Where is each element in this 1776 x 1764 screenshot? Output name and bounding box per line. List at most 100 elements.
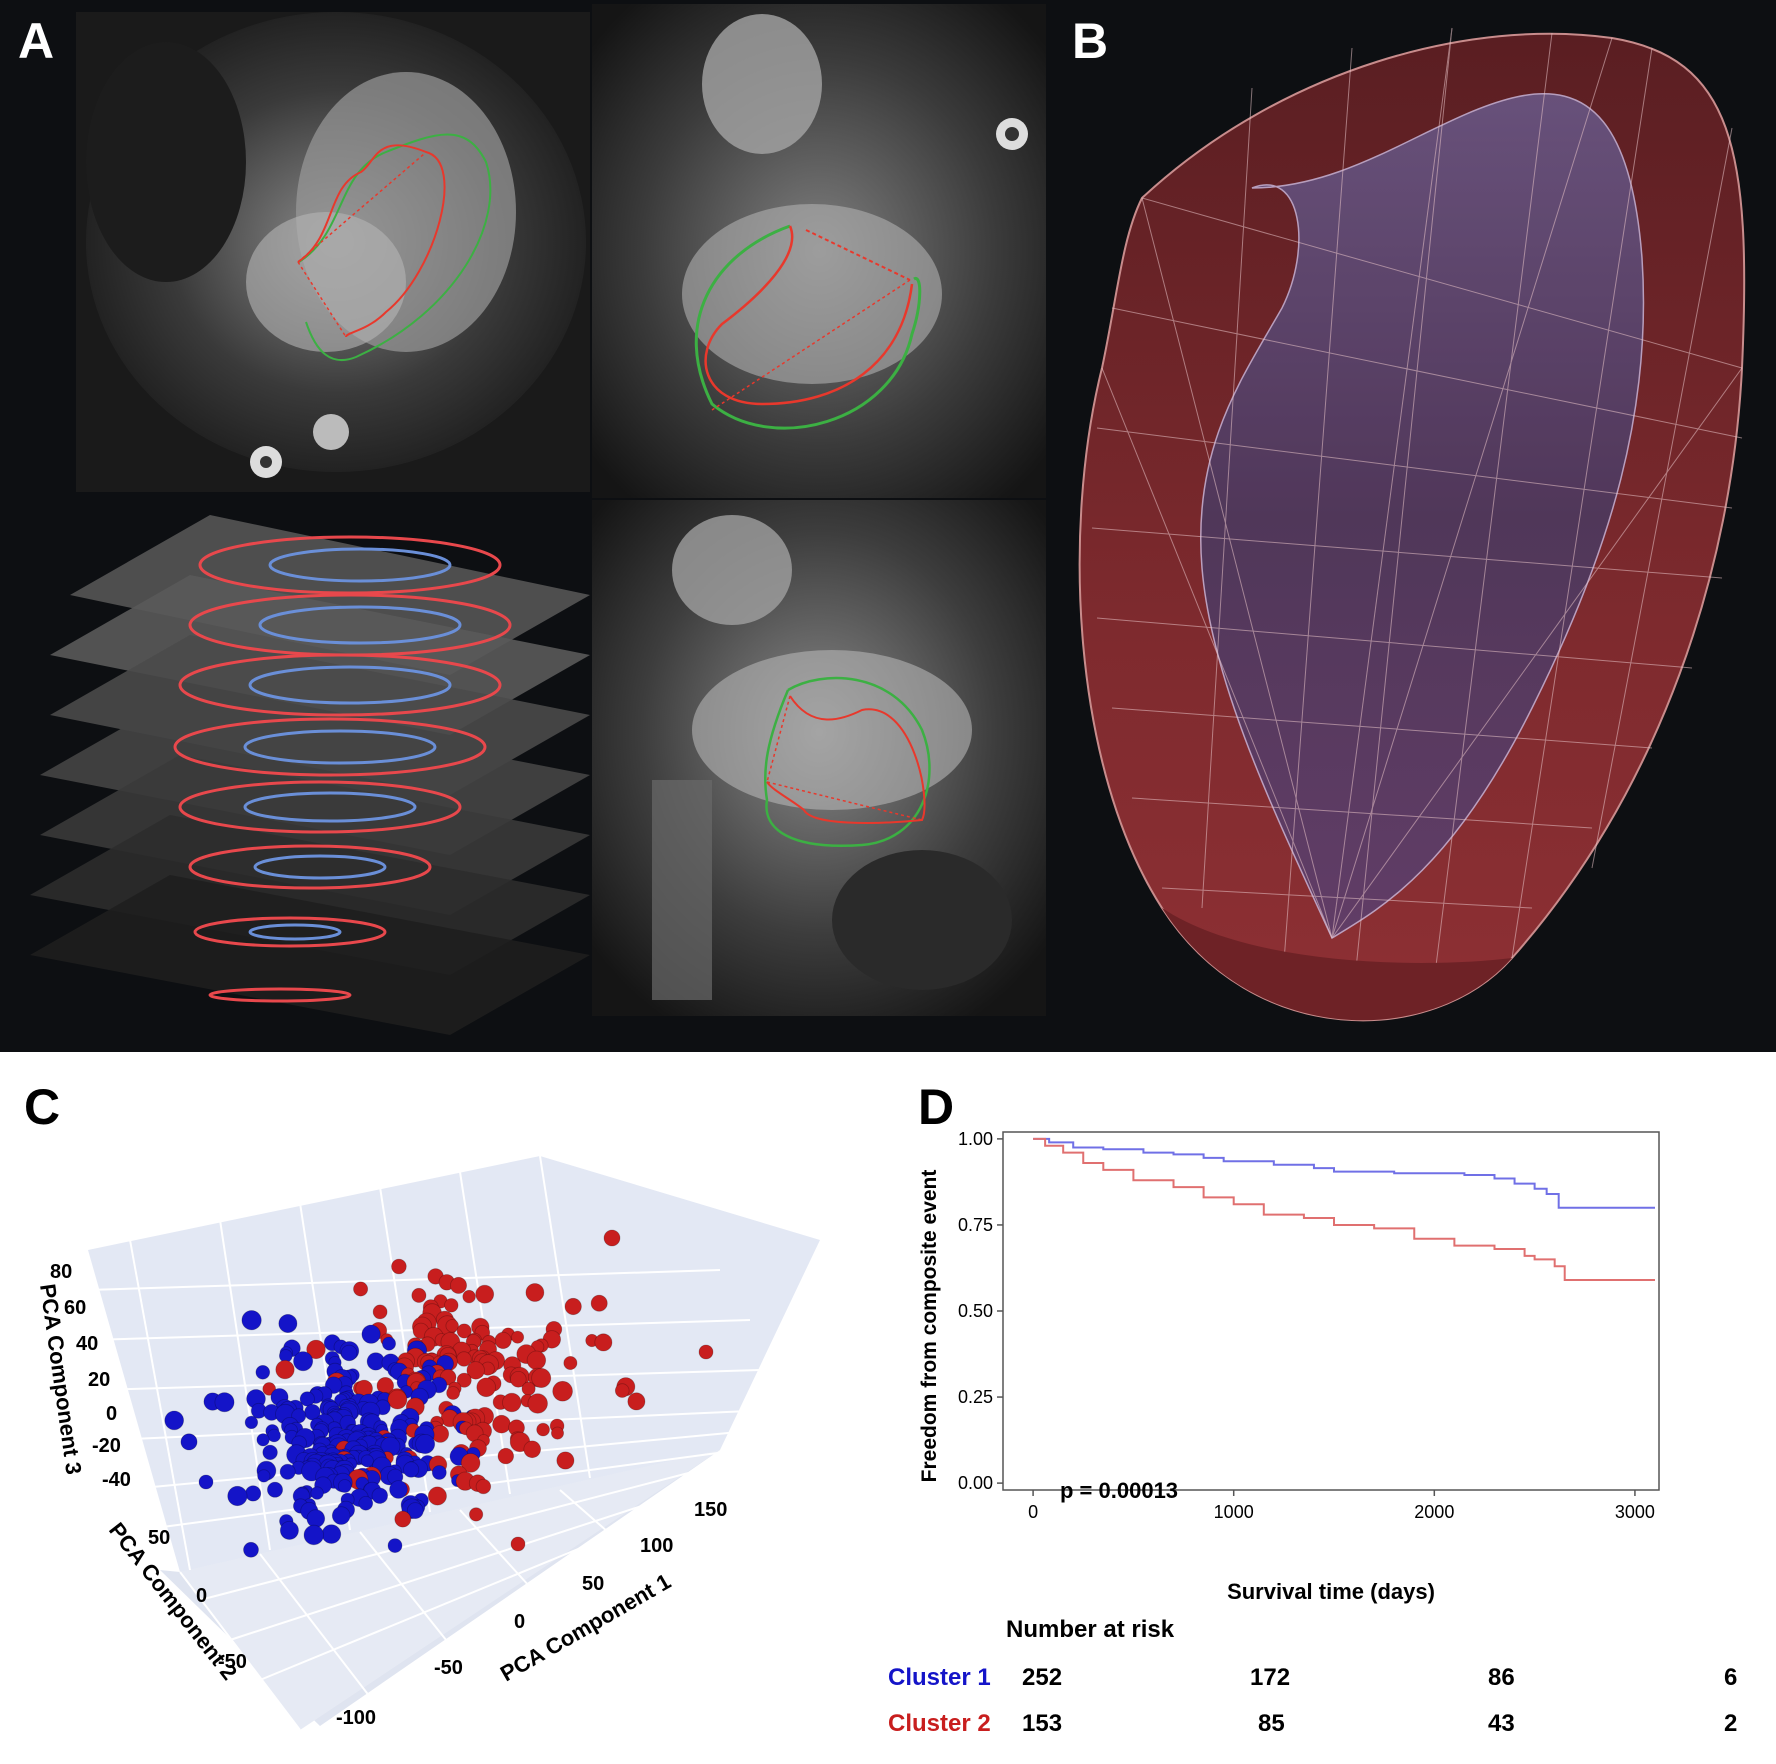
point-cluster-2 [521,1381,536,1396]
point-cluster-1 [262,1444,278,1461]
point-cluster-1 [358,1495,374,1511]
point-cluster-1 [306,1509,326,1528]
point-cluster-1 [245,1485,262,1502]
ventricle-mesh [1078,27,1746,1022]
panel-label-a: A [18,13,55,69]
point-cluster-2 [531,1367,552,1388]
mri-3ch-view [592,4,1046,498]
point-cluster-2 [536,1422,550,1437]
point-cluster-2 [262,1382,277,1396]
z-tick: 0 [106,1403,117,1425]
x-tick-label: 1000 [1214,1502,1254,1522]
risk-value: 153 [1022,1710,1063,1737]
point-cluster-2 [614,1383,630,1398]
risk-value: 85 [1258,1710,1285,1737]
p-value-annotation: p = 0.00013 [1060,1478,1178,1503]
km-line-cluster-2 [1033,1137,1655,1282]
point-cluster-1 [389,1480,408,1499]
point-cluster-1 [361,1324,381,1344]
point-cluster-2 [353,1281,369,1297]
point-cluster-2 [526,1350,547,1371]
point-cluster-1 [337,1479,352,1493]
point-cluster-2 [444,1298,459,1313]
point-cluster-2 [456,1372,472,1388]
x-axis-ticks: -100 -50 0 50 100 150 [336,1499,727,1729]
point-cluster-1 [198,1474,214,1490]
point-cluster-1 [278,1313,298,1333]
point-cluster-1 [381,1336,396,1351]
risk-value: 172 [1250,1664,1291,1691]
risk-table-title: Number at risk [1006,1616,1175,1643]
point-cluster-2 [502,1392,522,1413]
y-tick-label: 0.00 [958,1473,993,1493]
mri-2ch-view [592,500,1046,1016]
z-tick: -20 [92,1435,121,1457]
x-axis-label: Survival time (days) [1227,1579,1435,1604]
point-cluster-2 [494,1331,512,1349]
point-cluster-2 [468,1507,484,1522]
point-cluster-1 [321,1524,342,1544]
x-tick: -50 [434,1657,463,1679]
risk-value: 2 [1724,1710,1738,1737]
point-cluster-1 [266,1481,283,1498]
x-tick: -100 [336,1707,376,1729]
x-tick: 50 [582,1573,604,1595]
point-cluster-2 [627,1392,646,1411]
panel-label-c: C [24,1079,61,1135]
x-tick: 100 [640,1535,673,1557]
scatter-points [164,1229,714,1558]
x-tick-label: 3000 [1615,1502,1655,1522]
z-tick: 40 [76,1333,98,1355]
point-cluster-1 [402,1461,420,1478]
point-cluster-1 [227,1485,248,1507]
plot-frame [1002,1131,1660,1491]
y-tick: 50 [148,1527,170,1549]
point-cluster-1 [279,1520,299,1540]
point-cluster-2 [427,1486,447,1506]
point-cluster-2 [387,1389,408,1410]
panel-label-b: B [1072,13,1109,69]
y-tick-label: 0.50 [958,1301,993,1321]
point-cluster-2 [446,1386,461,1400]
point-cluster-2 [476,1377,497,1398]
point-cluster-1 [303,1524,325,1546]
risk-value: 86 [1488,1664,1515,1691]
point-cluster-2 [590,1294,608,1312]
point-cluster-1 [256,1433,270,1447]
point-cluster-2 [466,1361,485,1380]
risk-value: 6 [1724,1664,1738,1691]
y-axis-label: Freedom from composite event [918,1170,941,1483]
point-cluster-1 [431,1465,447,1480]
point-cluster-2 [556,1451,575,1470]
point-cluster-2 [603,1229,621,1247]
y-tick: 0 [196,1585,207,1607]
point-cluster-2 [564,1297,582,1316]
panel-label-d: D [918,1079,955,1135]
point-cluster-2 [525,1283,545,1302]
point-cluster-1 [164,1410,185,1431]
pca-scatter-3d: 80 60 40 20 0 -20 -40 50 0 -50 -100 -50 … [35,1155,820,1731]
point-cluster-2 [372,1304,388,1320]
point-cluster-1 [310,1486,324,1500]
point-cluster-1 [387,1538,403,1554]
x-tick-label: 0 [1028,1502,1038,1522]
risk-row-label-cluster-2: Cluster 2 [888,1710,991,1737]
point-cluster-1 [299,1391,315,1407]
point-cluster-2 [563,1355,578,1370]
point-cluster-2 [275,1360,295,1380]
point-cluster-2 [394,1510,412,1528]
point-cluster-2 [475,1478,492,1495]
point-cluster-2 [456,1323,472,1339]
point-cluster-1 [241,1310,262,1331]
risk-value: 43 [1488,1710,1515,1737]
point-cluster-1 [267,1428,281,1443]
y-axis-ticks: 50 0 -50 [148,1527,247,1673]
mri-4ch-view [76,12,590,492]
y-tick-label: 0.75 [958,1215,993,1235]
risk-row-label-cluster-1: Cluster 1 [888,1664,991,1691]
point-cluster-1 [244,1415,259,1430]
point-cluster-2 [475,1284,495,1304]
km-line-cluster-1 [1033,1137,1655,1209]
point-cluster-2 [698,1344,714,1360]
point-cluster-1 [360,1454,374,1468]
